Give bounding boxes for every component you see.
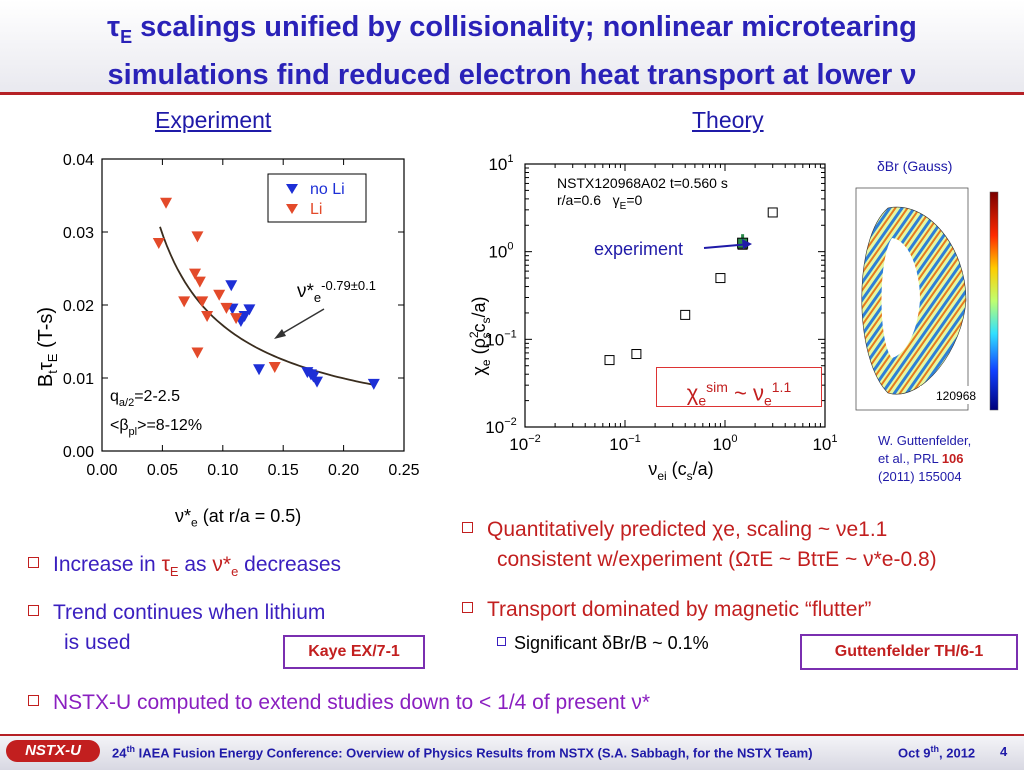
data-point-li xyxy=(193,276,206,288)
data-point-no-li xyxy=(225,280,238,292)
x-tick-label: 0.05 xyxy=(147,462,178,479)
legend-marker xyxy=(286,204,298,214)
contour-shot-label: 120968 xyxy=(936,389,976,403)
data-point-li xyxy=(230,313,243,325)
experiment-bullet-1: Increase in τE as ν*e decreases xyxy=(28,552,341,584)
fit-arrowhead xyxy=(274,329,286,339)
nstx-logo: NSTX-U xyxy=(6,740,100,762)
x-tick-label: 10−1 xyxy=(609,433,640,454)
experiment-callout: experiment xyxy=(594,239,684,259)
x-tick-label: 0.15 xyxy=(268,462,299,479)
y-tick-label: 0.02 xyxy=(63,298,94,315)
fit-arrow xyxy=(277,308,325,337)
contour-label-bg xyxy=(920,386,982,404)
data-point-li xyxy=(220,302,233,314)
data-point-li xyxy=(160,197,173,209)
experiment-bullet-2-cont: is used xyxy=(64,631,131,654)
theory-heading: Theory xyxy=(692,107,764,133)
data-point-no-li xyxy=(253,364,266,376)
contour-title: δBr (Gauss) xyxy=(877,158,953,174)
title-bar xyxy=(0,0,1024,95)
contour-colorbar xyxy=(989,191,999,411)
experiment-chart: 0.00 0.05 0.10 0.15 0.20 0.25 0.00 0.01 0.02 0.03… xyxy=(35,152,420,479)
theory-y-axis-label: χe (ρ2scs/a) xyxy=(467,296,493,375)
simulation-point xyxy=(604,355,615,366)
data-point-li xyxy=(178,296,191,308)
theory-x-axis-label: νei (cs/a) xyxy=(648,459,713,483)
experiment-x-axis-label: ν*e (at r/a = 0.5) xyxy=(175,506,302,530)
x-tick-label: 0.10 xyxy=(207,462,238,479)
legend-label: no Li xyxy=(310,181,345,198)
citation: W. Guttenfelder, et al., PRL 106 (2011) … xyxy=(878,433,972,484)
data-point-li xyxy=(213,289,226,301)
x-tick-label: 100 xyxy=(712,433,737,454)
data-point-li xyxy=(191,347,204,359)
experiment-plot-area: 0.00 0.05 0.10 0.15 0.20 0.25 0.00 0.01 0.02 0.03… xyxy=(63,152,420,479)
y-tick-label: 101 xyxy=(488,153,513,174)
experiment-bullet-2: Trend continues when lithium xyxy=(28,600,325,625)
theory-sub-bullet: Significant δBr/B ~ 0.1% xyxy=(497,633,709,654)
y-tick-label: 0.00 xyxy=(63,444,94,461)
data-point-li xyxy=(268,362,281,374)
data-point-no-li xyxy=(311,376,324,388)
ref-kaye: Kaye EX/7-1 xyxy=(283,635,425,669)
footer-conference: 24th IAEA Fusion Energy Conference: Over… xyxy=(112,744,813,761)
y-tick-label: 0.03 xyxy=(63,225,94,242)
x-tick-label: 0.00 xyxy=(86,462,117,479)
title-line1: scalings unified by collisionality; nonl… xyxy=(132,11,917,43)
experiment-y-axis-label: BtτE (T-s) xyxy=(35,307,60,387)
data-point-li xyxy=(196,296,209,308)
simulation-point xyxy=(680,309,691,320)
contour-core xyxy=(881,238,920,358)
simulation-point xyxy=(767,207,778,218)
x-tick-label: 0.25 xyxy=(388,462,419,479)
title-line2: simulations find reduced electron heat t… xyxy=(107,58,917,91)
footer-date: Oct 9th, 2012 xyxy=(898,744,976,761)
simulation-point xyxy=(631,349,642,360)
y-tick-label: 0.04 xyxy=(63,152,94,169)
footer xyxy=(0,734,1024,770)
x-tick-label: 101 xyxy=(812,433,837,454)
bottom-bullet: NSTX-U computed to extend studies down t… xyxy=(28,690,650,715)
data-point-li xyxy=(191,231,204,243)
title-tau-sub: E xyxy=(120,26,133,47)
fit-curve xyxy=(159,226,374,386)
theory-bullet-1-cont: consistent w/experiment (ΩτE ~ BtτE ~ ν*… xyxy=(497,548,937,571)
data-point-no-li xyxy=(367,378,380,390)
title-tau: τ xyxy=(107,11,121,43)
theory-bullet-2: Transport dominated by magnetic “flutter… xyxy=(462,597,871,622)
scaling-box: χesim ~ νe1.1 xyxy=(656,367,822,409)
y-tick-label: 0.01 xyxy=(63,371,94,388)
y-tick-label: 10−2 xyxy=(485,416,516,437)
theory-bullet-1: Quantitatively predicted χe, scaling ~ ν… xyxy=(462,517,887,542)
simulation-point xyxy=(715,273,726,284)
legend-marker xyxy=(286,184,298,194)
slide-title: τE scalings unified by collisionality; n… xyxy=(10,8,1014,94)
y-tick-label: 100 xyxy=(488,241,513,262)
x-tick-label: 10−2 xyxy=(509,433,540,454)
data-point-no-li xyxy=(243,304,256,316)
contour-plot: 120968 xyxy=(855,187,999,411)
legend-label: Li xyxy=(310,201,322,218)
data-point-li xyxy=(201,310,214,322)
x-tick-label: 0.20 xyxy=(328,462,359,479)
data-point-li xyxy=(189,268,202,280)
experiment-arrow xyxy=(703,239,752,249)
theory-shot-info: NSTX120968A02 t=0.560 s r/a=0.6 γE=0 xyxy=(557,175,728,212)
legend-box xyxy=(267,173,367,223)
footer-page-number: 4 xyxy=(1000,744,1008,759)
data-point-li xyxy=(152,237,165,249)
experiment-heading: Experiment xyxy=(155,107,272,133)
ref-guttenfelder: Guttenfelder TH/6-1 xyxy=(800,634,1018,670)
